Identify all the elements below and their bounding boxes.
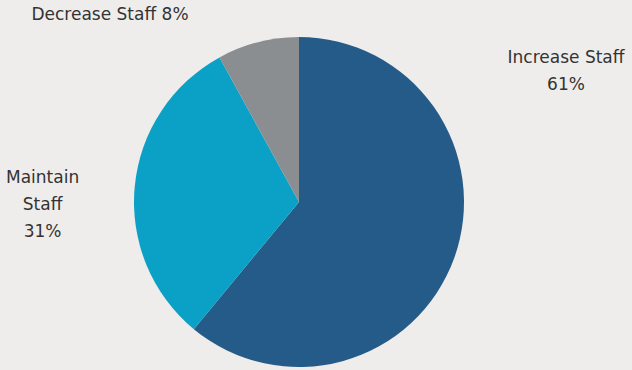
label-category: Increase Staff bbox=[508, 47, 626, 67]
slice-label: Maintain Staff 31% bbox=[6, 167, 79, 241]
background bbox=[0, 0, 632, 370]
label-category: Maintain bbox=[6, 167, 79, 187]
pie bbox=[134, 37, 464, 367]
slice-label: Increase Staff 61% bbox=[508, 47, 626, 94]
data-labels: Increase Staff 61% Maintain Staff 31% Decreas… bbox=[6, 4, 626, 241]
label-category: Staff bbox=[23, 194, 64, 214]
label-category: Decrease Staff bbox=[31, 4, 157, 24]
label-value: 31% bbox=[24, 221, 62, 241]
slice-label: Decrease Staff8% bbox=[31, 4, 188, 24]
pie-slice bbox=[220, 37, 299, 202]
chart: Increase Staff 61% Maintain Staff 31% Decreas… bbox=[0, 0, 632, 370]
label-value: 8% bbox=[162, 4, 189, 24]
label-value: 61% bbox=[547, 74, 585, 94]
